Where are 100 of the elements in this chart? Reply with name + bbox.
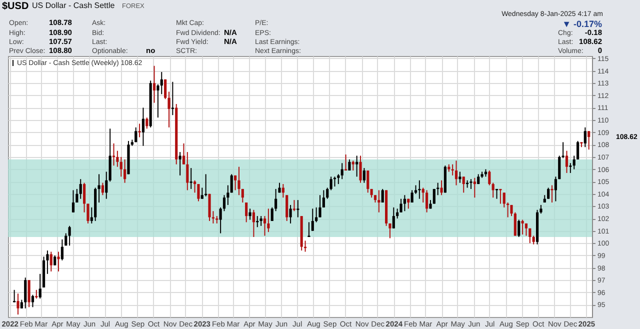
- candlestick: [156, 84, 160, 118]
- candlestick: [50, 251, 52, 272]
- candlestick: [238, 166, 240, 196]
- candlestick: [168, 91, 170, 128]
- candlestick: [112, 142, 116, 166]
- candlestick: [440, 180, 443, 196]
- candlestick: [425, 190, 428, 213]
- candlestick: [120, 156, 122, 178]
- candlestick: [289, 204, 292, 224]
- candlestick: [146, 117, 148, 130]
- candlestick: [454, 160, 458, 186]
- candlestick: [160, 72, 163, 95]
- candlestick: [105, 171, 108, 200]
- candlestick: [90, 206, 93, 224]
- candlestick: [388, 222, 392, 239]
- candlestick: [322, 190, 325, 208]
- candlestick: [234, 174, 237, 191]
- candlestick: [492, 182, 494, 198]
- candlestick: [359, 155, 362, 184]
- candlestick: [31, 294, 34, 308]
- candlestick: [171, 81, 174, 116]
- candlestick: [470, 178, 472, 190]
- candlestick: [260, 216, 262, 226]
- candlestick: [138, 123, 141, 138]
- candlestick: [378, 190, 380, 213]
- candlestick: [142, 107, 145, 146]
- chart-title: $USD: [2, 1, 29, 12]
- candlestick: [521, 219, 524, 236]
- candlestick: [554, 176, 557, 202]
- candlestick: [572, 155, 576, 170]
- candlestick: [576, 140, 580, 160]
- candlestick: [64, 232, 68, 246]
- candlestick: [562, 142, 564, 159]
- candlestick: [488, 170, 491, 186]
- candlestick: [550, 184, 554, 204]
- candlestick: [458, 171, 462, 184]
- candlestick: [462, 176, 465, 194]
- candlestick: [197, 184, 200, 202]
- candlestick: [366, 170, 370, 194]
- candlestick: [337, 174, 340, 185]
- candlestick: [292, 200, 296, 212]
- candlestick: [315, 206, 318, 223]
- candlestick: [286, 194, 288, 222]
- candlestick: [569, 162, 572, 174]
- candlestick: [186, 152, 189, 191]
- candlestick: [28, 280, 30, 308]
- candlestick: [502, 192, 506, 208]
- candlestick: [588, 130, 590, 150]
- candlestick: [72, 190, 75, 213]
- candlestick: [318, 194, 322, 218]
- candlestick: [528, 228, 532, 244]
- candlestick: [558, 155, 561, 180]
- candlestick: [340, 162, 344, 180]
- candlestick: [356, 155, 358, 178]
- candlestick: [499, 188, 502, 204]
- candlestick: [547, 187, 550, 200]
- candlestick: [16, 293, 20, 316]
- candlestick: [308, 222, 310, 238]
- candlestick: [190, 168, 192, 190]
- candlestick: [226, 184, 230, 206]
- candlestick: [79, 178, 82, 200]
- text: ▼ -0.17%: [562, 19, 602, 29]
- candlestick: [241, 188, 244, 204]
- candlestick: [267, 208, 270, 233]
- candlestick: [68, 225, 71, 246]
- candlestick: [506, 202, 510, 218]
- candlestick: [134, 126, 138, 143]
- candlestick: [296, 200, 300, 218]
- candlestick: [565, 150, 568, 174]
- candlestick: [101, 182, 104, 196]
- candlestick: [60, 238, 64, 261]
- candlestick: [124, 158, 126, 184]
- candlestick: [352, 160, 354, 171]
- candlestick: [200, 187, 204, 200]
- candlestick: [524, 222, 528, 236]
- candlestick: [270, 206, 274, 222]
- chart-subtitle: US Dollar - Cash Settle: [32, 1, 116, 10]
- candlestick: [252, 209, 255, 238]
- candlestick: [178, 152, 182, 176]
- candlestick: [282, 184, 284, 198]
- candlestick: [436, 182, 440, 196]
- candlestick: [46, 250, 49, 274]
- candlestick: [54, 254, 56, 266]
- candlestick: [263, 216, 266, 236]
- candlestick: [208, 193, 211, 222]
- candlestick: [230, 174, 233, 194]
- candlestick: [348, 158, 351, 171]
- candlestick: [152, 65, 156, 104]
- candlestick: [362, 168, 366, 184]
- candlestick: [584, 126, 586, 148]
- candlestick: [182, 142, 186, 165]
- candlestick: [381, 188, 384, 204]
- candlestick: [422, 187, 424, 204]
- candlestick: [248, 208, 252, 220]
- candlestick: [410, 190, 414, 204]
- candlestick: [473, 177, 476, 198]
- candlestick: [392, 206, 395, 229]
- candlestick: [274, 188, 278, 212]
- candlestick: [311, 208, 314, 232]
- candlestick: [24, 277, 27, 309]
